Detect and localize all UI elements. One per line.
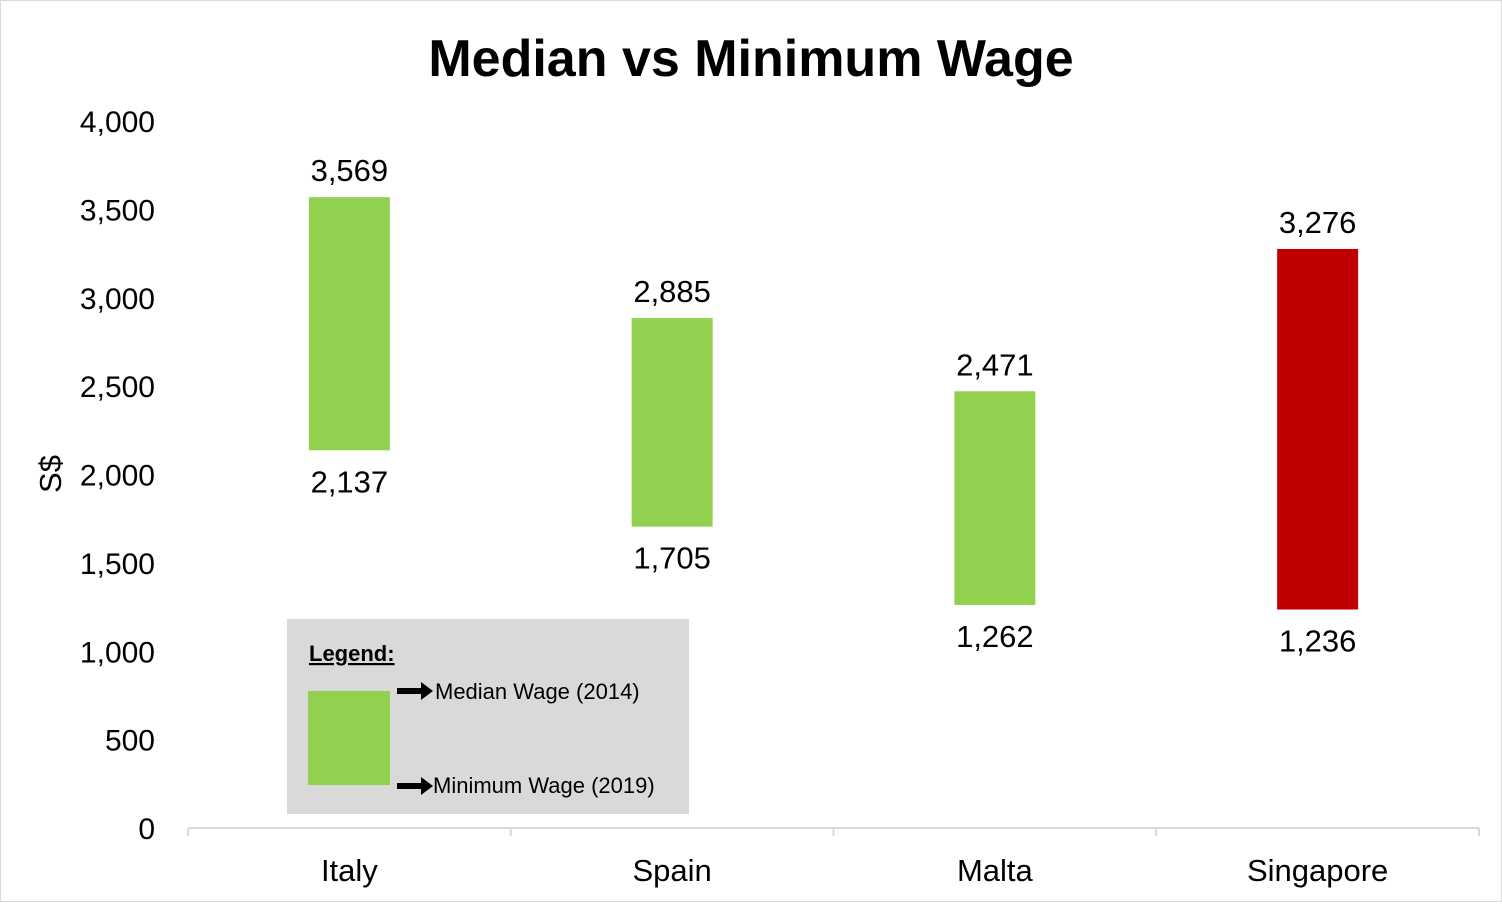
y-tick-label: 500 [105, 725, 155, 758]
bar-singapore [1277, 248, 1359, 610]
legend-minimum-label: Minimum Wage (2019) [433, 773, 655, 798]
data-label-high: 2,885 [633, 274, 711, 309]
legend-swatch [308, 691, 390, 785]
y-tick-label: 1,500 [80, 548, 155, 581]
category-label: Spain [632, 853, 711, 888]
data-label-low: 1,262 [956, 619, 1034, 654]
legend-median-label: Median Wage (2014) [435, 679, 640, 704]
category-label: Italy [321, 853, 378, 888]
bar-italy [308, 197, 390, 451]
y-tick-label: 4,000 [80, 106, 155, 139]
y-axis-label: S$ [33, 455, 68, 493]
data-label-low: 1,705 [633, 541, 711, 576]
y-tick-label: 0 [138, 813, 155, 846]
data-labels: 3,569 2,137 2,885 1,705 2,471 1,262 3,276 1,236 [311, 153, 1357, 658]
legend-arrow-top-icon [397, 682, 433, 700]
y-tick-label: 3,000 [80, 283, 155, 316]
data-label-high: 3,276 [1279, 205, 1357, 240]
data-label-low: 2,137 [311, 464, 389, 499]
category-label: Singapore [1247, 853, 1388, 888]
bars [308, 197, 1359, 610]
category-label: Malta [957, 853, 1034, 888]
y-tick-label: 2,500 [80, 371, 155, 404]
y-tick-label: 3,500 [80, 194, 155, 227]
data-label-low: 1,236 [1279, 624, 1357, 659]
y-ticks: 0 500 1,000 1,500 2,000 2,500 3,000 3,500 4,000 [80, 106, 155, 846]
axis-layer [187, 827, 1480, 836]
data-label-high: 3,569 [311, 153, 389, 188]
y-tick-label: 1,000 [80, 636, 155, 669]
legend-title: Legend: [309, 641, 395, 666]
data-label-high: 2,471 [956, 347, 1034, 382]
bar-malta [954, 391, 1036, 605]
legend: Legend: Median Wage (2014) Minimum Wage … [287, 619, 689, 814]
bar-spain [631, 318, 713, 527]
legend-arrow-bottom-icon [397, 777, 433, 795]
category-labels: Italy Spain Malta Singapore [321, 853, 1388, 888]
y-tick-label: 2,000 [80, 460, 155, 493]
chart-title: Median vs Minimum Wage [428, 30, 1073, 88]
